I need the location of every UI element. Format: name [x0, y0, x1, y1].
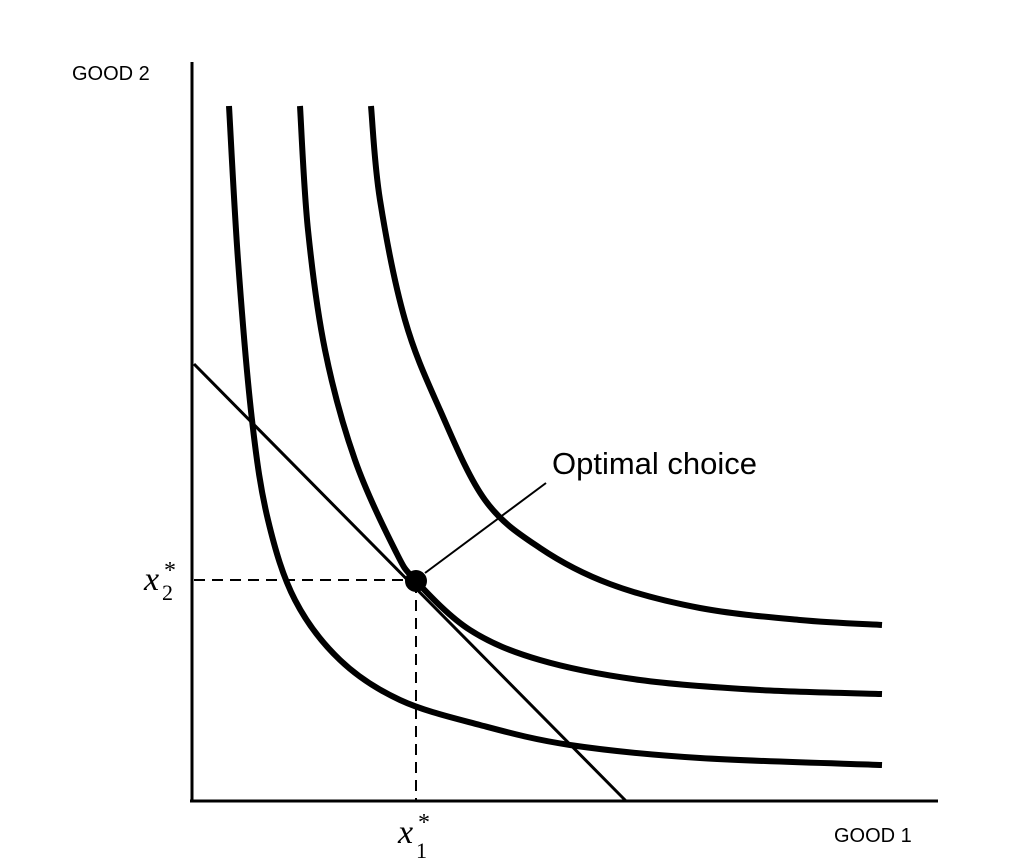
indifference-curve-optimal: [297, 105, 883, 697]
x2-star-subscript: 2: [162, 580, 173, 605]
x2-star-superscript: *: [164, 558, 176, 584]
indifference-curve-low: [226, 105, 883, 768]
x1-star-superscript: *: [418, 810, 430, 836]
x1-star-symbol: x: [397, 814, 413, 851]
x1-star-label: x * 1: [397, 810, 430, 863]
indifference-curve-high: [368, 105, 883, 628]
optimal-choice-label: Optimal choice: [552, 446, 757, 481]
x-axis-label: GOOD 1: [834, 825, 912, 847]
x2-star-symbol: x: [143, 561, 159, 598]
x2-star-label: x * 2: [143, 558, 176, 605]
optimal-choice-point: [405, 570, 427, 592]
y-axis-label: GOOD 2: [72, 63, 150, 85]
optimal-choice-leader-line: [424, 482, 547, 574]
x1-star-subscript: 1: [416, 838, 427, 863]
